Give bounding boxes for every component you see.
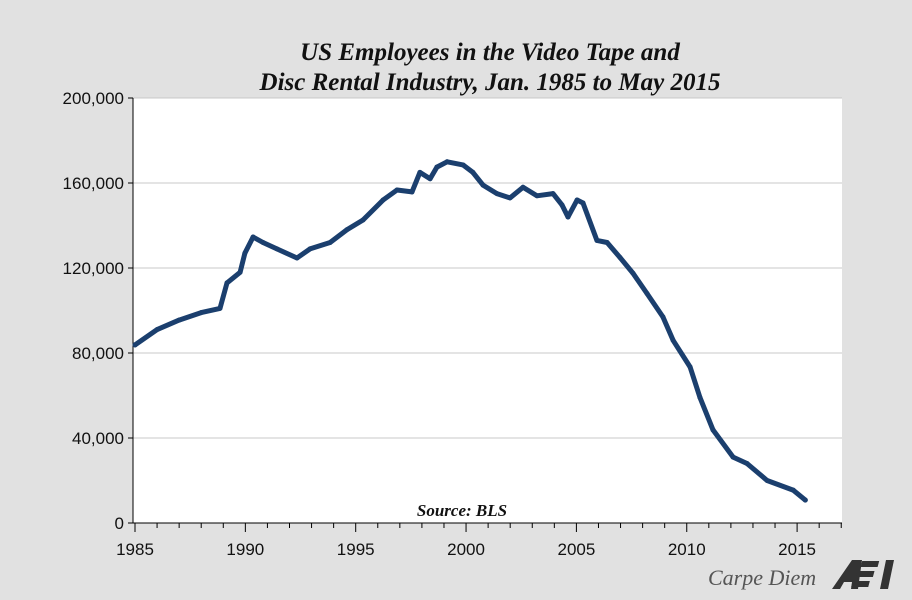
data-point xyxy=(630,270,636,276)
data-point xyxy=(687,364,693,370)
data-point xyxy=(507,195,513,201)
data-point xyxy=(470,169,476,175)
data-point xyxy=(697,395,703,401)
data-point xyxy=(217,305,223,311)
data-point xyxy=(480,182,486,188)
data-point xyxy=(409,189,415,195)
y-tick-label: 160,000 xyxy=(63,174,124,193)
data-point xyxy=(417,169,423,175)
data-point xyxy=(670,337,676,343)
y-tick-label: 80,000 xyxy=(72,344,124,363)
data-point xyxy=(327,240,333,245)
data-point xyxy=(294,255,300,261)
data-point xyxy=(744,461,750,466)
x-tick-label: 2010 xyxy=(668,540,706,559)
chart-title-line-2: Disc Rental Industry, Jan. 1985 to May 2… xyxy=(259,69,721,96)
data-point xyxy=(594,237,600,243)
data-point xyxy=(790,487,796,493)
data-point xyxy=(802,497,808,503)
data-point xyxy=(580,200,586,206)
data-point xyxy=(427,176,433,182)
x-tick-label: 1995 xyxy=(337,540,375,559)
data-point xyxy=(550,191,556,197)
data-point xyxy=(604,240,610,245)
data-point xyxy=(565,214,571,220)
data-point xyxy=(710,427,716,433)
data-point xyxy=(237,269,243,275)
plot-area xyxy=(133,98,842,523)
data-point xyxy=(242,250,248,256)
data-point xyxy=(534,193,540,199)
x-tick-label: 1985 xyxy=(116,540,154,559)
data-point xyxy=(307,246,313,252)
y-tick-label: 0 xyxy=(115,514,124,533)
data-point xyxy=(344,227,350,233)
chart-title: US Employees in the Video Tape and Disc … xyxy=(0,38,912,98)
data-point xyxy=(434,164,440,170)
chart-title-line-1: US Employees in the Video Tape and xyxy=(300,39,680,66)
data-point xyxy=(574,197,580,203)
data-point xyxy=(444,159,450,165)
data-point xyxy=(660,314,666,320)
x-tick-label: 2005 xyxy=(557,540,595,559)
data-point xyxy=(224,280,230,286)
data-point xyxy=(730,454,736,460)
data-point xyxy=(617,254,623,260)
aei-logo xyxy=(832,560,894,589)
y-tick-label: 40,000 xyxy=(72,429,124,448)
x-tick-label: 1990 xyxy=(226,540,264,559)
data-point xyxy=(154,327,160,333)
source-annotation: Source: BLS xyxy=(417,501,507,520)
data-point xyxy=(644,291,650,296)
data-point xyxy=(274,246,280,252)
data-point xyxy=(494,191,500,197)
carpe-diem-brand: Carpe Diem xyxy=(708,565,817,590)
data-point xyxy=(176,317,182,323)
data-point xyxy=(132,342,138,348)
data-point xyxy=(520,184,526,190)
data-point xyxy=(764,478,770,483)
x-tick-label: 2000 xyxy=(447,540,485,559)
data-point xyxy=(250,234,256,240)
data-point xyxy=(260,240,266,245)
data-point xyxy=(380,197,386,203)
data-point xyxy=(559,202,565,208)
data-point xyxy=(198,310,204,316)
data-point xyxy=(394,187,400,193)
data-point xyxy=(360,217,366,223)
y-tick-label: 120,000 xyxy=(63,259,124,278)
x-tick-label: 2015 xyxy=(778,540,816,559)
y-tick-label: 200,000 xyxy=(63,89,124,108)
data-point xyxy=(460,162,466,168)
